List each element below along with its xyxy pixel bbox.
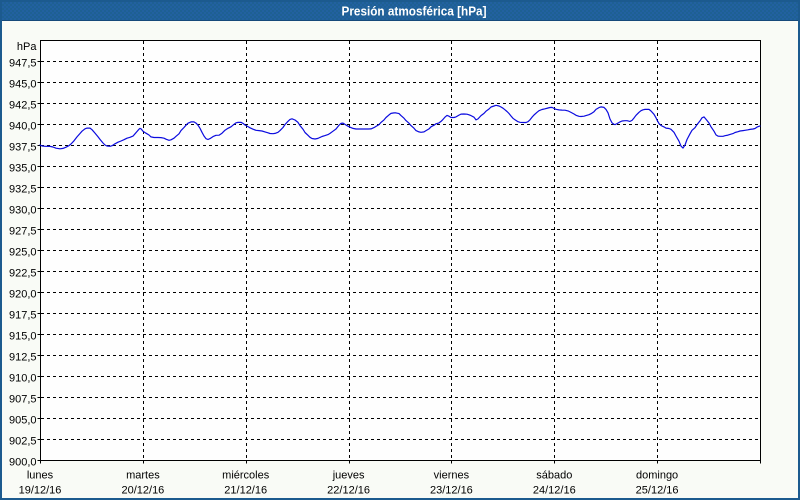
svg-text:917,5: 917,5 <box>9 310 37 322</box>
svg-text:24/12/16: 24/12/16 <box>533 485 576 497</box>
svg-text:martes: martes <box>126 470 160 482</box>
svg-text:miércoles: miércoles <box>222 470 270 482</box>
svg-text:902,5: 902,5 <box>9 436 37 448</box>
svg-text:25/12/16: 25/12/16 <box>636 485 679 497</box>
svg-text:19/12/16: 19/12/16 <box>19 485 62 497</box>
svg-text:Presión atmosférica [hPa]: Presión atmosférica [hPa] <box>342 4 487 19</box>
svg-text:932,5: 932,5 <box>9 184 37 196</box>
svg-text:viernes: viernes <box>434 470 470 482</box>
svg-text:920,0: 920,0 <box>9 289 37 301</box>
svg-text:22/12/16: 22/12/16 <box>327 485 370 497</box>
svg-text:900,0: 900,0 <box>9 457 37 469</box>
svg-text:940,0: 940,0 <box>9 121 37 133</box>
svg-text:942,5: 942,5 <box>9 100 37 112</box>
svg-text:907,5: 907,5 <box>9 394 37 406</box>
svg-text:912,5: 912,5 <box>9 352 37 364</box>
svg-text:905,0: 905,0 <box>9 415 37 427</box>
svg-text:947,5: 947,5 <box>9 58 37 70</box>
svg-text:930,0: 930,0 <box>9 205 37 217</box>
svg-text:927,5: 927,5 <box>9 226 37 238</box>
svg-text:domingo: domingo <box>636 470 678 482</box>
svg-text:lunes: lunes <box>27 470 54 482</box>
svg-text:945,0: 945,0 <box>9 79 37 91</box>
svg-text:21/12/16: 21/12/16 <box>224 485 267 497</box>
svg-text:23/12/16: 23/12/16 <box>430 485 473 497</box>
svg-text:20/12/16: 20/12/16 <box>121 485 164 497</box>
svg-text:910,0: 910,0 <box>9 373 37 385</box>
svg-text:937,5: 937,5 <box>9 142 37 154</box>
svg-text:hPa: hPa <box>17 41 37 53</box>
svg-text:915,0: 915,0 <box>9 331 37 343</box>
svg-text:922,5: 922,5 <box>9 268 37 280</box>
svg-text:jueves: jueves <box>332 470 365 482</box>
svg-text:sábado: sábado <box>536 470 572 482</box>
svg-text:925,0: 925,0 <box>9 247 37 259</box>
svg-text:935,0: 935,0 <box>9 163 37 175</box>
